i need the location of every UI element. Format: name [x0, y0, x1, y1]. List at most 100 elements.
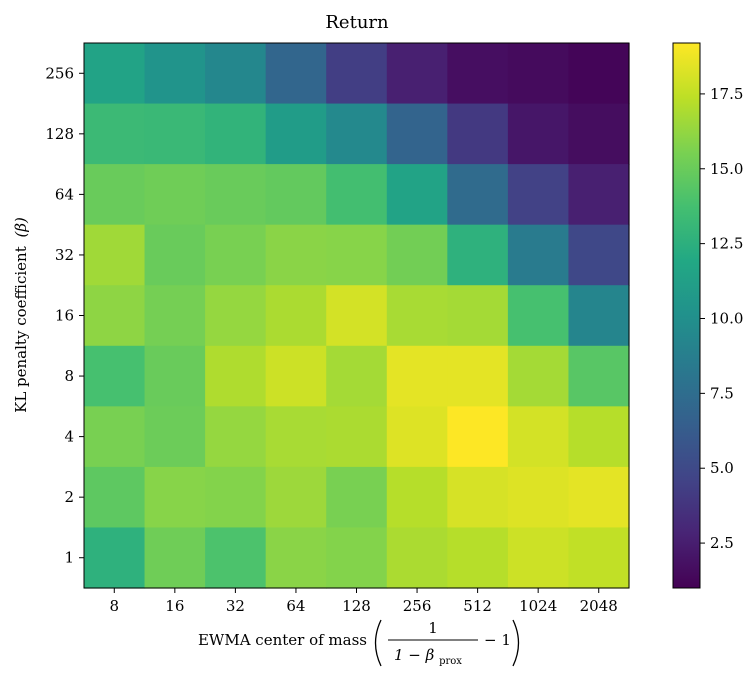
heatmap-cell — [507, 164, 570, 226]
heatmap-cell — [265, 345, 327, 407]
heatmap-cell — [386, 527, 448, 589]
x-tick-label: 512 — [463, 597, 492, 615]
heatmap-cell — [568, 527, 630, 589]
y-tick-label: 2 — [64, 488, 74, 506]
heatmap-cell — [205, 285, 267, 347]
y-tick-label: 64 — [55, 185, 74, 203]
x-tick-label: 128 — [342, 597, 371, 615]
x-axis-label-denominator: 1 − β prox — [394, 646, 462, 667]
heatmap-cell — [507, 527, 570, 589]
heatmap-cell — [386, 285, 448, 347]
x-axis-ticks: 8 16 32 64 128 256 512 1024 2048 — [110, 588, 618, 615]
heatmap-cell — [326, 103, 388, 165]
chart-title: Return — [325, 12, 389, 33]
heatmap-cell — [265, 466, 327, 529]
heatmap-cell — [568, 103, 630, 165]
heatmap-cell — [205, 406, 267, 468]
x-axis-label-denominator-sub: prox — [439, 656, 462, 667]
x-tick-label: 16 — [165, 597, 184, 615]
heatmap-cell — [205, 224, 267, 286]
x-axis-label-close-paren — [512, 619, 520, 667]
heatmap-cell — [265, 164, 327, 226]
heatmap-cell — [144, 224, 206, 286]
heatmap-cell — [386, 164, 448, 226]
x-tick-label: 1024 — [519, 597, 557, 615]
heatmap-cell — [447, 43, 509, 105]
heatmap-cell — [568, 224, 630, 286]
x-tick-label: 8 — [110, 597, 120, 615]
colorbar-tick-label: 2.5 — [710, 534, 734, 552]
y-tick-label: 16 — [55, 307, 74, 325]
colorbar — [672, 42, 701, 589]
heatmap-cell — [568, 345, 630, 407]
heatmap-cell — [84, 43, 146, 105]
heatmap-cell — [386, 224, 448, 286]
heatmap-cell — [84, 527, 146, 589]
heatmap-cell — [84, 164, 146, 226]
heatmap-cell — [447, 224, 509, 286]
heatmap-cell — [386, 103, 448, 165]
heatmap-cell — [568, 285, 630, 347]
heatmap-cell — [265, 224, 327, 286]
y-axis-ticks: 256 128 64 32 16 8 4 2 1 — [45, 64, 84, 567]
y-axis-label: KL penalty coefficient (β) — [12, 217, 30, 413]
heatmap-cell — [326, 527, 388, 589]
x-axis-label: EWMA center of mass 1 1 − β prox − 1 — [198, 619, 520, 667]
heatmap-cell — [265, 406, 327, 468]
heatmap-cell — [447, 345, 509, 407]
heatmap-cell — [386, 466, 448, 529]
x-tick-label: 64 — [286, 597, 305, 615]
heatmap-cell — [326, 164, 388, 226]
y-tick-label: 4 — [64, 428, 74, 446]
heatmap-cell — [205, 345, 267, 407]
colorbar-tick-label: 15.0 — [710, 160, 743, 178]
heatmap-cell — [568, 164, 630, 226]
heatmap-cell — [447, 466, 509, 529]
heatmap-cell — [205, 466, 267, 529]
heatmap-cell — [568, 406, 630, 468]
heatmap-cell — [265, 527, 327, 589]
heatmap-cell — [144, 345, 206, 407]
heatmap-cell — [326, 345, 388, 407]
x-tick-label: 256 — [403, 597, 432, 615]
heatmap-cell — [84, 345, 146, 407]
heatmap-cell — [84, 103, 146, 165]
heatmap-cell — [326, 406, 388, 468]
heatmap-cell — [84, 466, 146, 529]
heatmap-cell — [507, 285, 570, 347]
heatmap-cell — [507, 224, 570, 286]
heatmap-cell — [326, 285, 388, 347]
heatmap-cell — [507, 345, 570, 407]
colorbar-tick-label: 10.0 — [710, 309, 743, 327]
heatmap-cell — [386, 406, 448, 468]
y-tick-label: 1 — [64, 549, 74, 567]
x-tick-label: 2048 — [580, 597, 618, 615]
heatmap-cell — [447, 164, 509, 226]
heatmap-cell — [447, 527, 509, 589]
heatmap-cell — [265, 103, 327, 165]
heatmap-cell — [144, 406, 206, 468]
x-tick-label: 32 — [226, 597, 245, 615]
x-axis-label-open-paren — [374, 619, 382, 667]
heatmap-cell — [84, 406, 146, 468]
colorbar-tick-label: 17.5 — [710, 85, 743, 103]
heatmap-cell — [265, 285, 327, 347]
colorbar-tick-label: 5.0 — [710, 459, 734, 477]
x-axis-label-numerator: 1 — [428, 619, 438, 637]
heatmap-cell — [386, 43, 448, 105]
colorbar-tick-label: 7.5 — [710, 384, 734, 402]
y-tick-label: 256 — [45, 64, 74, 82]
heatmap-cell — [205, 164, 267, 226]
heatmap-cell — [84, 285, 146, 347]
heatmap-cell — [326, 466, 388, 529]
colorbar-tick-label: 12.5 — [710, 235, 743, 253]
heatmap-cell — [568, 466, 630, 529]
heatmap-cell — [205, 103, 267, 165]
x-axis-label-denominator-lead: 1 − β — [394, 646, 435, 664]
heatmap-cell — [447, 103, 509, 165]
heatmap-cells — [84, 43, 630, 589]
heatmap-cell — [447, 406, 509, 468]
heatmap-cell — [144, 527, 206, 589]
heatmap-cell — [144, 285, 206, 347]
